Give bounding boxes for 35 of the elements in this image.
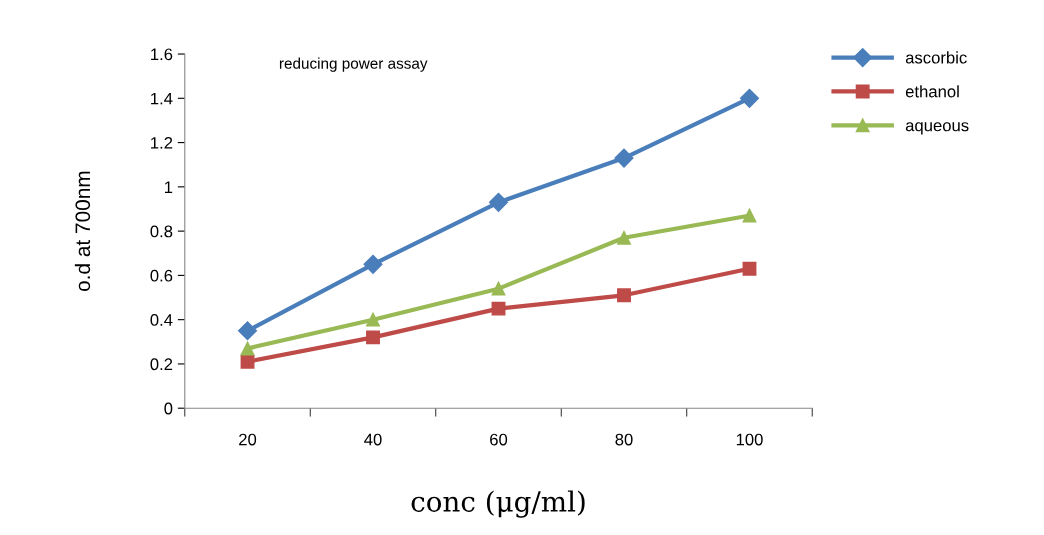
x-tick-label: 80	[615, 433, 633, 446]
legend-label: aqueous	[905, 122, 969, 135]
point	[614, 148, 634, 168]
point	[491, 281, 506, 296]
y-tick-label: 0.6	[150, 269, 173, 282]
point	[366, 330, 380, 345]
y-tick-label: 1.4	[151, 92, 173, 105]
point	[739, 88, 760, 108]
point	[742, 261, 757, 276]
y-tick-label: 0.4	[150, 314, 173, 326]
point	[240, 341, 255, 356]
x-tick-label: 40	[364, 433, 382, 446]
x-axis-title: conc (μg/ml)	[411, 490, 585, 518]
point	[488, 192, 509, 212]
y-tick-label: 1.6	[151, 48, 173, 61]
point	[240, 354, 255, 369]
y-tick-label: 0.2	[150, 358, 173, 371]
x-tick-label: 20	[239, 433, 257, 446]
y-tick-label: 0.8	[150, 225, 173, 238]
x-tick-label: 60	[490, 433, 508, 446]
point	[237, 321, 258, 341]
y-tick-label: 1	[164, 181, 173, 193]
point	[742, 208, 757, 223]
y-axis-title: o.d at 700nm	[74, 171, 91, 292]
point	[491, 301, 506, 316]
legend-label: ethanol	[905, 85, 959, 98]
y-tick-label: 0	[164, 402, 173, 415]
point	[363, 254, 383, 274]
point	[366, 312, 380, 327]
legend-label: ascorbic	[905, 51, 967, 64]
y-tick-label: 1.2	[151, 136, 173, 149]
point	[617, 288, 631, 303]
point	[617, 230, 631, 245]
chart-title: reducing power assay	[279, 57, 428, 72]
x-tick-label: 100	[736, 433, 763, 446]
